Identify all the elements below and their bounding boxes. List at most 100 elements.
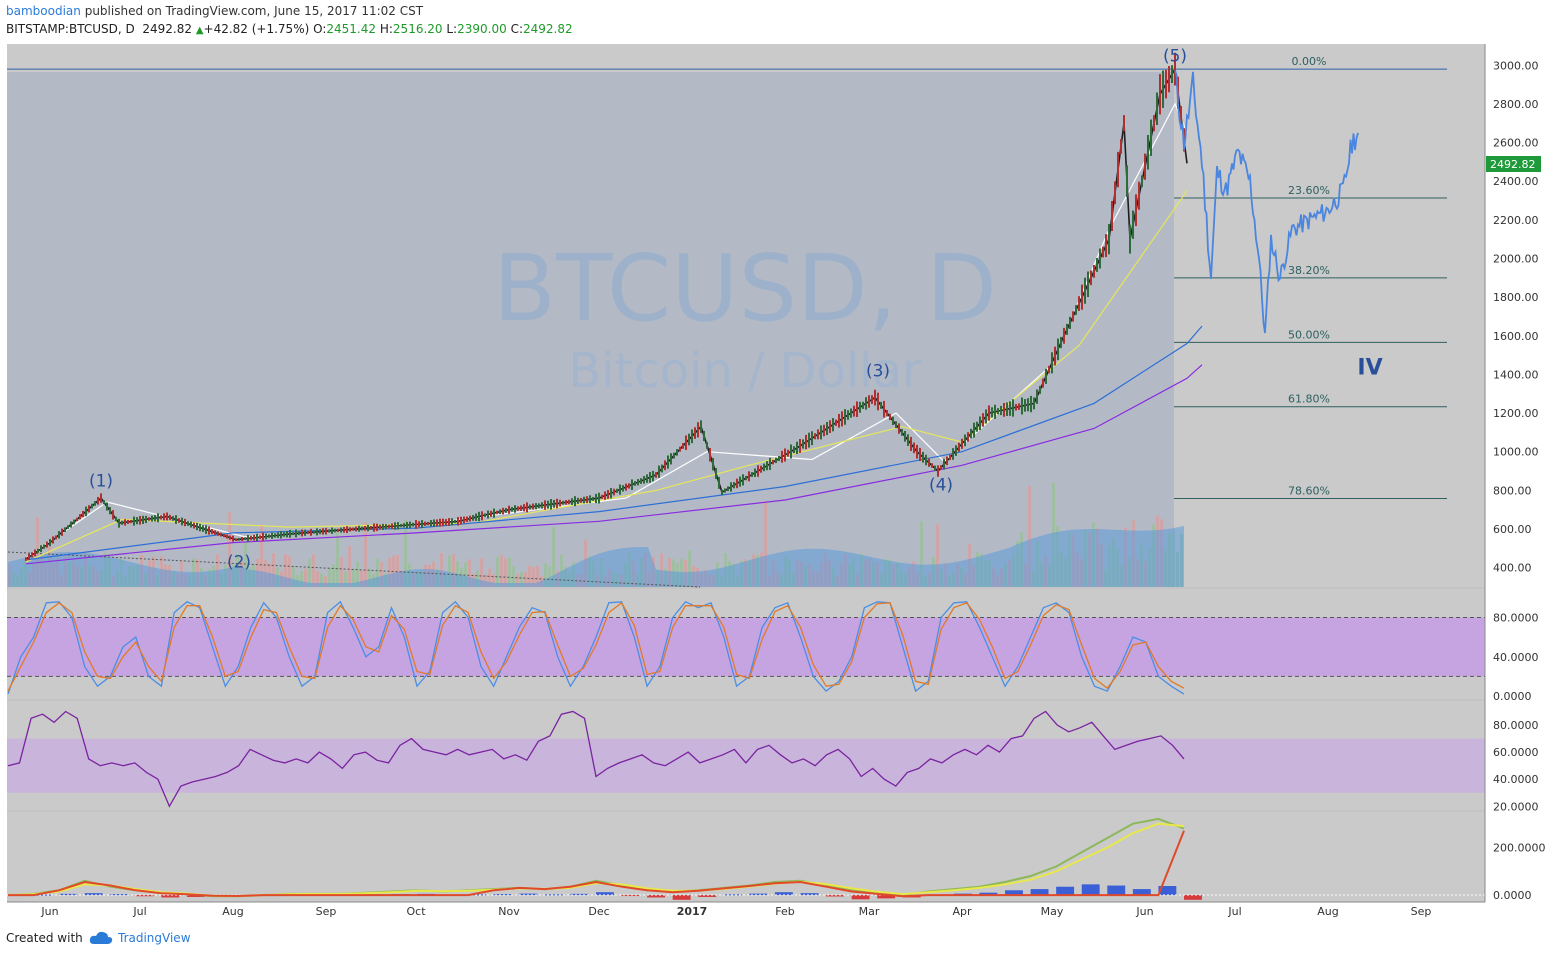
histogram-bar [800,893,819,896]
wave-label: (2) [227,553,251,573]
time-axis-tick: Nov [498,905,520,918]
time-axis-tick: Mar [859,905,880,918]
price-axis-tick: 1400.00 [1493,368,1539,381]
volume-bar [560,554,563,587]
time-axis-tick: Sep [1411,905,1432,918]
price-axis-tick: 1200.00 [1493,407,1539,420]
histogram-bar [135,895,154,897]
volume-bar [764,502,767,587]
price-badge: 2492.82 [1490,158,1536,171]
price-axis-tick: 1000.00 [1493,446,1539,459]
volume-bar [532,567,535,587]
watermark-title: BTCUSD, D [493,235,997,342]
tradingview-link[interactable]: TradingView [118,931,191,945]
volume-bar [480,558,483,587]
time-axis[interactable]: Jun Jul Aug Sep Oct Nov Dec 2017 Feb Mar Apr May Jun… [40,905,1431,918]
histogram-bar [979,892,998,896]
price-axis-tick: 2400.00 [1493,175,1539,188]
indicator-axis-tick: 80.0000 [1493,611,1539,624]
time-axis-tick: Aug [222,905,243,918]
price-series [25,52,1188,561]
overbought-oversold-band [7,738,1485,793]
histogram-bar [493,894,512,896]
rsi-pane: 80.0000 60.0000 40.0000 20.0000 [7,710,1539,813]
volume-bar [536,565,539,587]
volume-bar [552,526,555,587]
projection-path [1174,70,1359,334]
symbol-label: BITSTAMP:BTCUSD, D [6,22,135,36]
watermark-subtitle: Bitcoin / Dollar [568,343,922,399]
volume-bar [404,519,407,587]
volume-bar [260,525,263,587]
histogram-bar [877,895,896,899]
volume-bar [328,568,331,587]
histogram-bar [851,895,870,900]
histogram-bar [1107,885,1126,896]
open-label: O: [313,22,327,36]
histogram-bar [647,895,666,898]
volume-bar [304,568,307,587]
histogram-bar [774,892,793,896]
volume-bar [284,554,287,587]
indicator-line [7,710,1185,808]
fib-level-label: 38.20% [1288,264,1330,277]
time-axis-tick: Feb [775,905,794,918]
wave-iv-label: IV [1357,355,1382,380]
time-axis-tick: Jul [132,905,146,918]
ohlc-line: BITSTAMP:BTCUSD, D 2492.82 ▲+42.82 (+1.7… [6,22,573,36]
histogram-bar [1030,889,1049,896]
chart-canvas[interactable]: BTCUSD, D Bitcoin / Dollar 0.00% 23.60% 38… [0,44,1555,922]
time-axis-tick: Jul [1227,905,1241,918]
histogram-bar [186,895,205,897]
volume-bar [312,554,315,587]
volume-bar [292,566,295,587]
projection-line [1174,70,1359,334]
high-value: 2516.20 [392,22,443,36]
time-axis-tick: Jun [40,905,58,918]
volume-bar [508,557,511,587]
histogram-bar [672,895,691,900]
histogram-bar [621,895,640,897]
volume-bar [288,556,291,587]
price-axis-tick: 1600.00 [1493,330,1539,343]
histogram-bar [1158,886,1177,896]
volume-bar [228,512,231,587]
indicator-axis-tick: 200.0000 [1493,841,1546,854]
fib-level-label: 61.80% [1288,393,1330,406]
volume-bar [516,574,519,587]
time-axis-tick: Dec [588,905,609,918]
volume-bar [528,565,531,587]
wave-label: (3) [866,361,890,381]
volume-ma-area [8,525,1184,587]
histogram-bar [519,893,538,896]
volume-bar [368,568,371,587]
wave-label: (5) [1163,46,1187,66]
up-arrow-icon: ▲ [195,25,204,36]
volume-bar [452,554,455,587]
histogram-bar [84,893,103,896]
volume-bar [468,559,471,587]
chart-header: bamboodian published on TradingView.com,… [0,0,1555,44]
volume-bar [1028,486,1031,587]
volume-bar [336,531,339,587]
time-axis-tick: Aug [1317,905,1338,918]
wave-label: (4) [929,475,953,495]
histogram-bar [749,893,768,896]
author-link[interactable]: bamboodian [6,4,81,18]
price-axis-tick: 2800.00 [1493,98,1539,111]
volume-bar [440,552,443,587]
histogram-bar [468,894,487,896]
price-axis[interactable]: 3000.00 2800.00 2600.00 2400.00 2200.00 2000.… [1493,59,1539,574]
publish-line: bamboodian published on TradingView.com,… [6,4,423,18]
wave-labels: (1) (2) (3) (4) (5) IV [89,46,1383,572]
cloud-icon [89,931,113,944]
volume-bar [936,524,939,587]
indicator-line [7,600,1185,695]
time-axis-tick: Jun [1135,905,1153,918]
volume-bar [492,574,495,587]
histogram-bar [1132,889,1151,896]
indicator-axis-tick: 60.0000 [1493,746,1539,759]
volume-bar [340,556,343,587]
price-axis-tick: 2000.00 [1493,252,1539,265]
fib-level-label: 0.00% [1292,55,1327,68]
